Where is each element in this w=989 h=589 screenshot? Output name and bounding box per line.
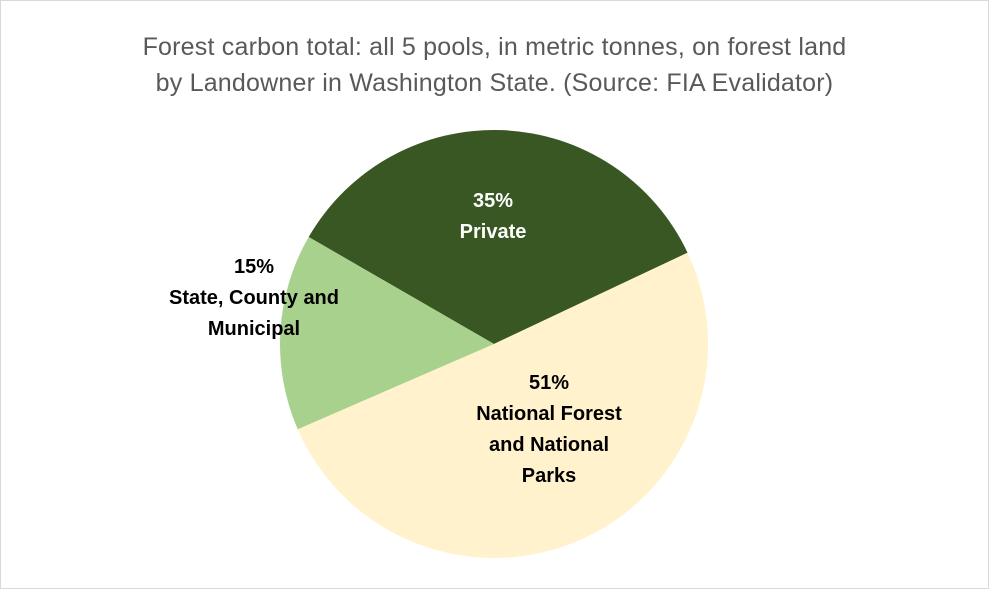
slice-category-label: State, County and [169, 287, 339, 309]
slice-category-label: National Forest [476, 403, 622, 425]
chart-title-line-1: Forest carbon total: all 5 pools, in met… [142, 33, 847, 61]
slice-percent-label: 35% [473, 190, 513, 212]
chart-title-line-2: by Landowner in Washington State. (Sourc… [155, 69, 834, 97]
pie-slice-1 [297, 252, 709, 559]
slice-label-0: 35% Private [460, 190, 527, 243]
slice-label-2: 15% State, County and Municipal [169, 256, 339, 340]
slice-category-label: Private [460, 221, 527, 243]
chart-title: Forest carbon total: all 5 pools, in met… [1, 29, 988, 101]
slice-category-label: Municipal [208, 318, 300, 340]
slice-percent-label: 15% [234, 256, 274, 278]
slice-percent-label: 51% [529, 372, 569, 394]
slice-label-1: 51% National Forest and National Parks [476, 372, 622, 487]
pie-slice-0 [308, 129, 688, 344]
slice-category-label: and National [489, 434, 609, 456]
slice-category-label: Parks [522, 465, 577, 487]
pie-slice-2 [280, 237, 494, 430]
